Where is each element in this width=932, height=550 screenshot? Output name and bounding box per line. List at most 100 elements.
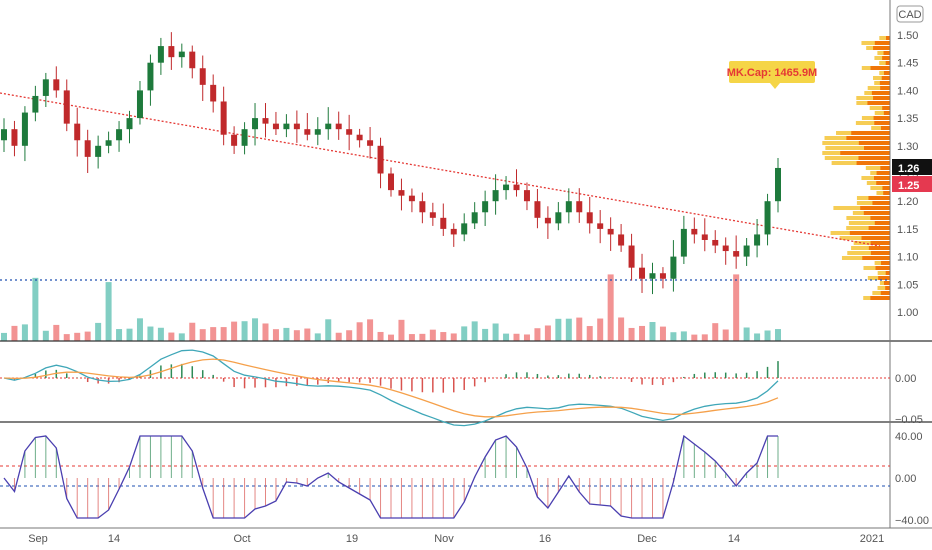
volume-profile-bar [855,121,890,125]
candle-body [293,123,300,130]
candle-body [450,228,457,235]
volume-bar [325,319,332,341]
volume-bar [482,328,489,341]
volume-bar [607,274,614,341]
volume-bar [11,325,18,341]
volume-bar [471,321,478,341]
volume-profile-bar-dark [851,131,890,135]
volume-bar [63,334,70,341]
candle-body [157,46,164,63]
candle-body [367,140,374,146]
candle-body [220,101,227,135]
candle-body [440,217,447,229]
candle-body [691,228,698,235]
volume-bar [105,282,112,341]
volume-bar [314,333,321,341]
volume-profile-bar-dark [873,96,890,100]
time-axis: Sep 14 Oct 19 Nov 16 Dec 14 2021 [28,533,884,545]
candle-body [272,123,279,130]
volume-bar [356,322,363,341]
volume-bar [461,326,468,341]
candle-body [482,201,489,213]
volume-bar [231,321,238,341]
volume-bar [565,318,572,341]
volume-profile-bar-dark [870,241,890,245]
candle-body [147,62,154,91]
candle-body [555,212,562,224]
volume-profile-bar [846,226,890,230]
volume-bar [74,332,81,341]
candle-body [639,267,646,279]
volume-bar [691,334,698,341]
volume-bar [21,324,28,341]
volume-bar [388,334,394,341]
volume-bar [210,327,217,341]
volume-bar [555,318,562,341]
candle-body [503,184,510,191]
volume-bar [450,333,457,341]
candle-body [576,201,583,213]
candle-body [262,118,269,124]
trendline [0,92,881,247]
volume-profile-bar-dark [870,251,890,255]
currency-badge[interactable]: CAD [896,5,924,23]
price-tick-label: 1.35 [897,113,918,125]
volume-profile-bar [871,126,890,130]
volume-bar [722,329,729,341]
time-tick-label: Nov [434,533,454,545]
volume-bar [1,332,7,341]
volume-bar [733,274,740,341]
volume-bar [32,277,39,341]
volume-bar [513,333,520,341]
volume-profile-bar [867,86,890,90]
volume-bar [272,329,279,341]
volume-bar [670,332,677,341]
price-tick-label: 1.45 [897,58,918,70]
volume-profile-bar-dark [862,256,890,260]
volume-profile-bar-dark [881,261,890,265]
candle-body [775,167,781,202]
volume-bar [147,326,154,341]
candle-body [429,212,436,218]
volume-profile-bar-dark [840,151,890,155]
candle-body [764,201,771,235]
price-tick-label: 1.30 [897,141,918,153]
macd-tick-label: −0.05 [895,414,923,426]
candle-body [523,190,530,202]
volume-bar [492,323,499,341]
candle-body [84,140,91,157]
volume-profile-bar-dark [871,91,890,95]
volume-profile-bar-dark [875,266,890,270]
volume-bar [377,331,384,341]
volume-bar [597,318,604,341]
volume-profile-bar-dark [867,101,890,105]
price-tick-label: 1.50 [897,30,918,42]
volume-profile-bar [865,166,890,170]
volume-profile-bar-dark [863,146,890,150]
volume-profile-bar-dark [876,181,890,185]
volume-profile-bar-dark [882,56,890,60]
volume-bar [743,327,750,341]
candle-body [74,123,81,141]
volume-profile-bar [824,156,890,160]
candle-body [199,68,206,85]
volume-profile-bar-dark [880,166,890,170]
candle-body [722,245,729,252]
time-tick-label: Sep [28,533,48,545]
time-tick-label: 2021 [860,533,884,545]
volume-profile-bar [879,61,890,65]
candle-body [1,129,7,141]
volume-profile-bar [870,186,890,190]
candle-body [325,123,332,130]
cci-tick-label: 0.00 [895,473,916,485]
candle-body [628,245,635,268]
candle-body [743,245,750,257]
volume-bar [398,319,405,341]
candle-body [471,212,478,224]
price-tick-label: 1.05 [897,279,918,291]
volume-profile-bar [846,216,890,220]
candle-body [492,190,499,202]
volume-bar [116,329,123,341]
volume-bar [136,318,143,341]
candle-body [419,201,426,213]
